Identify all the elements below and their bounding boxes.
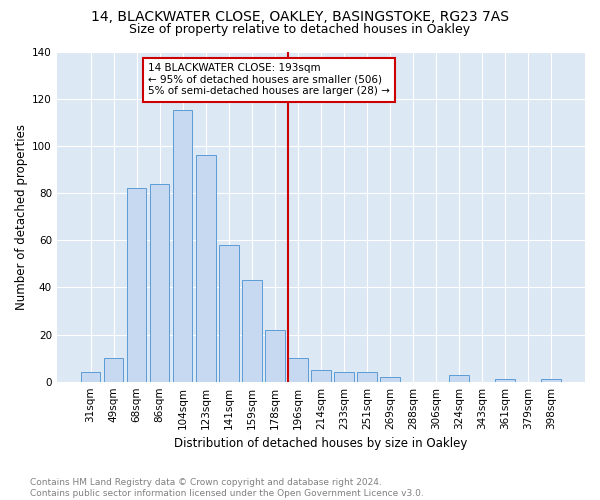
Bar — [150, 184, 169, 382]
Bar — [334, 372, 354, 382]
Bar — [449, 374, 469, 382]
Bar — [81, 372, 100, 382]
Bar — [127, 188, 146, 382]
Text: 14 BLACKWATER CLOSE: 193sqm
← 95% of detached houses are smaller (506)
5% of sem: 14 BLACKWATER CLOSE: 193sqm ← 95% of det… — [148, 64, 390, 96]
Text: Contains HM Land Registry data © Crown copyright and database right 2024.
Contai: Contains HM Land Registry data © Crown c… — [30, 478, 424, 498]
Bar — [496, 380, 515, 382]
Bar — [541, 380, 561, 382]
Bar — [173, 110, 193, 382]
Bar — [288, 358, 308, 382]
Bar — [357, 372, 377, 382]
Bar — [311, 370, 331, 382]
Bar — [265, 330, 284, 382]
Y-axis label: Number of detached properties: Number of detached properties — [15, 124, 28, 310]
Bar — [196, 156, 215, 382]
Bar — [104, 358, 124, 382]
Text: 14, BLACKWATER CLOSE, OAKLEY, BASINGSTOKE, RG23 7AS: 14, BLACKWATER CLOSE, OAKLEY, BASINGSTOK… — [91, 10, 509, 24]
Bar — [242, 280, 262, 382]
Bar — [380, 377, 400, 382]
X-axis label: Distribution of detached houses by size in Oakley: Distribution of detached houses by size … — [174, 437, 467, 450]
Bar — [219, 245, 239, 382]
Text: Size of property relative to detached houses in Oakley: Size of property relative to detached ho… — [130, 22, 470, 36]
